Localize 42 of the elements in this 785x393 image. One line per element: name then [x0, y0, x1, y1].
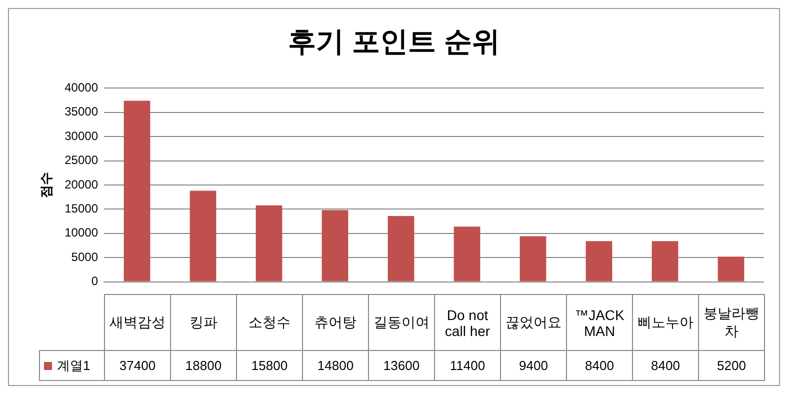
bar [322, 210, 348, 282]
chart-title: 후기 포인트 순위 [287, 25, 501, 59]
bar [124, 100, 150, 282]
data-label: 8400 [566, 350, 632, 380]
bar [190, 190, 216, 282]
x-tick-label: 츄어탕 [302, 294, 368, 350]
y-tick-label: 40000 [64, 80, 98, 95]
bar [388, 216, 414, 282]
y-tick-label: 20000 [64, 177, 98, 192]
x-tick-label: 붕날라뺑차 [698, 294, 764, 350]
y-tick-label: 15000 [64, 202, 98, 216]
x-tick-label: 삐노누아 [632, 294, 698, 350]
data-label: 15800 [236, 350, 302, 380]
bar [454, 226, 480, 282]
x-tick-label: 길동이여 [368, 294, 434, 350]
y-tick-label: 35000 [64, 104, 98, 119]
x-tick-label: 소청수 [236, 294, 302, 350]
bar [718, 256, 744, 282]
data-label: 11400 [434, 350, 500, 380]
y-tick-label: 25000 [64, 153, 98, 168]
x-tick-label: 새벽감성 [104, 294, 170, 350]
data-label: 8400 [632, 350, 698, 380]
data-label: 9400 [500, 350, 566, 380]
x-tick-label: 킹파 [170, 294, 236, 350]
data-label: 18800 [170, 350, 236, 380]
y-tick-label: 0 [91, 274, 98, 288]
legend-label: 계열1 [57, 358, 90, 372]
bar [586, 241, 612, 282]
bar [256, 205, 282, 282]
x-tick-label: 끊었어요 [500, 294, 566, 350]
data-label: 13600 [368, 350, 434, 380]
data-label: 37400 [104, 350, 170, 380]
bar [520, 236, 546, 282]
y-tick-label: 5000 [71, 250, 98, 264]
y-tick-label: 30000 [64, 128, 98, 143]
data-label: 5200 [698, 350, 764, 380]
y-tick-label: 10000 [64, 226, 98, 240]
data-label: 14800 [302, 350, 368, 380]
y-axis-title: 점수 [38, 172, 54, 198]
x-tick-label: ™JACKMAN [566, 294, 632, 350]
bar [652, 241, 678, 282]
x-tick-label: Do not call her [434, 294, 500, 350]
